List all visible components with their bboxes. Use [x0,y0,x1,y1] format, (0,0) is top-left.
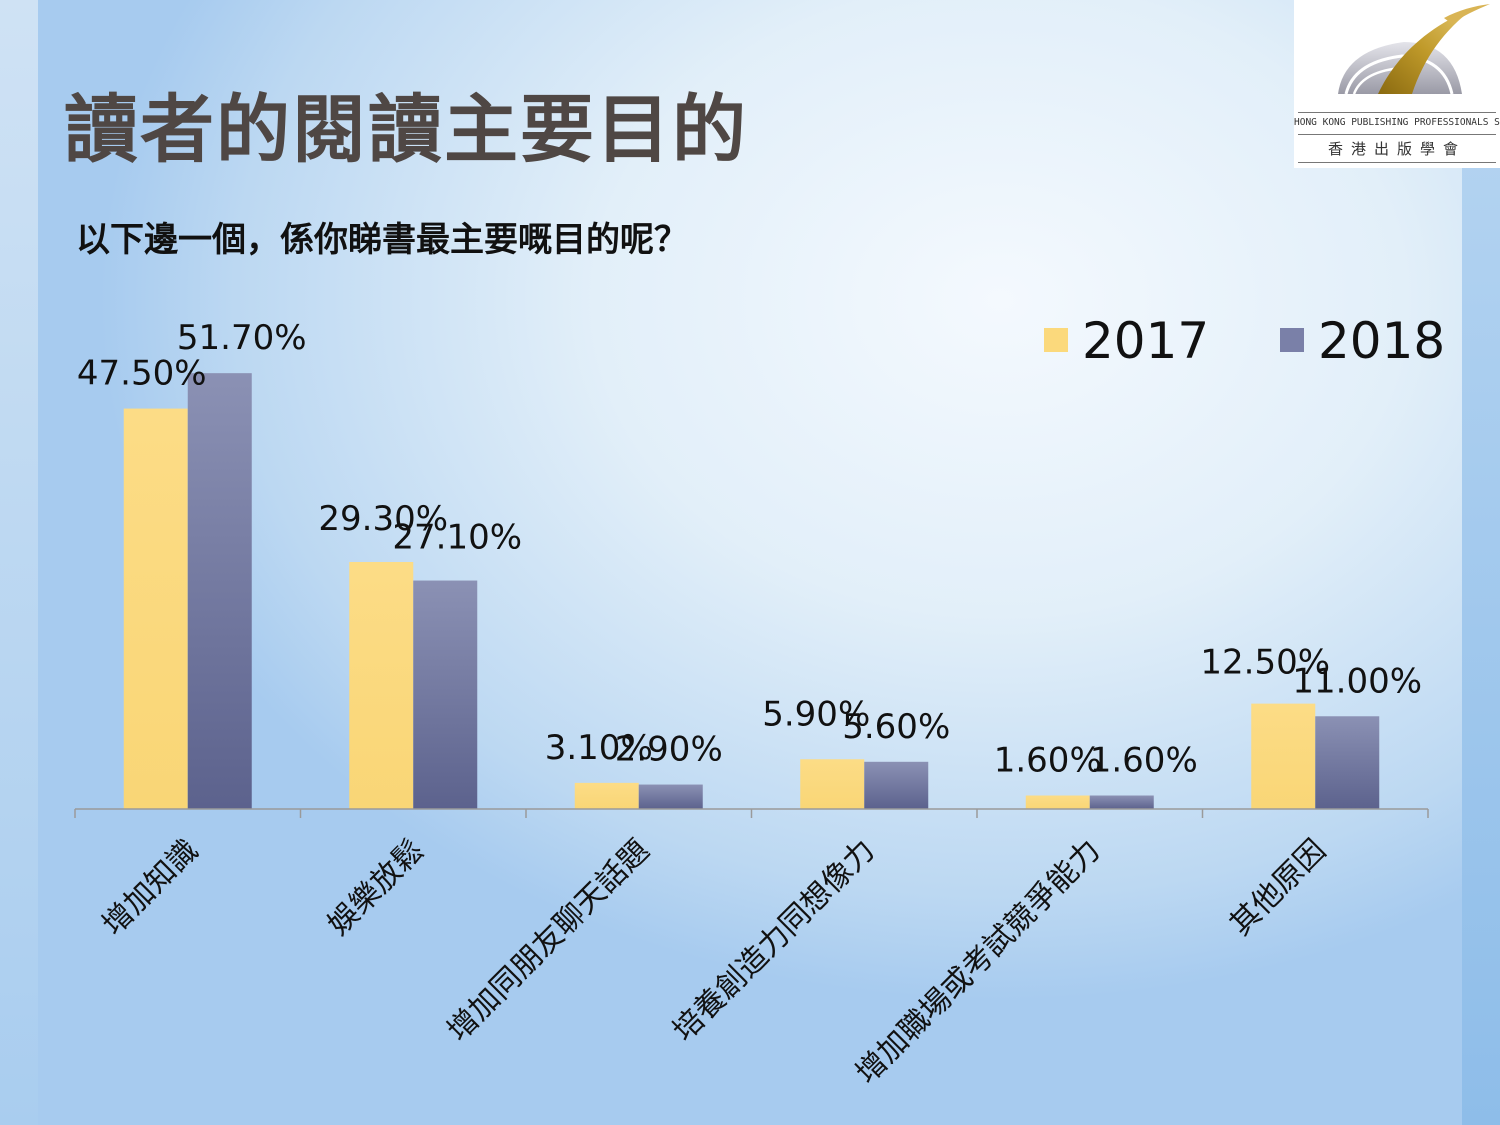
page-title: 讀者的閱讀主要目的 [64,87,748,173]
bar-2018-5 [1089,795,1154,809]
data-label-2018-2: 27.10% [392,518,522,558]
logo-rule-bottom [1298,162,1496,163]
logo-rule-middle [1298,134,1496,135]
legend-swatch-2017 [1044,328,1068,352]
category-label-3: 增加同朋友聊天話題 [441,833,657,1049]
category-label-4: 培養創造力同想像力 [666,833,882,1049]
legend-label-2018: 2018 [1318,312,1446,370]
bar-2017-6 [1251,703,1316,809]
logo-english-name: HONG KONG PUBLISHING PROFESSIONALS SOCIE… [1294,117,1500,128]
data-label-2017-3: 3.10% [545,728,653,768]
legend-swatch-2018 [1280,328,1304,352]
bar-2018-6 [1315,716,1380,809]
left-decorative-band [0,0,38,1125]
bar-2017-3 [574,782,639,809]
legend-label-2017: 2017 [1082,312,1210,370]
data-label-2018-1: 51.70% [177,318,307,358]
logo-rule-top [1298,112,1496,113]
bar-2017-5 [1025,795,1090,809]
bar-2017-4 [800,759,865,809]
data-label-2018-5: 1.60% [1090,741,1198,781]
logo-emblem-icon [1338,4,1490,95]
category-label-2: 娛樂放鬆 [321,833,431,943]
data-label-2017-1: 47.50% [77,354,207,394]
hkpps-logo: HONG KONG PUBLISHING PROFESSIONALS SOCIE… [1294,0,1500,168]
category-label-1: 增加知識 [96,833,206,943]
right-decorative-band [1462,0,1500,1125]
data-label-2017-5: 1.60% [994,741,1102,781]
question-subtitle: 以下邊一個，係你睇書最主要嘅目的呢？ [76,220,688,260]
bar-2018-1 [187,373,252,809]
data-label-2017-6: 12.50% [1200,643,1330,683]
data-label-2018-4: 5.60% [842,707,950,747]
bar-2018-2 [413,580,478,809]
bar-2018-4 [864,761,929,809]
category-label-5: 增加職場或考試競爭能力 [849,833,1107,1091]
bar-2017-2 [349,562,414,809]
bar-2018-3 [638,784,703,809]
data-label-2017-2: 29.30% [318,499,448,539]
category-label-6: 其他原因 [1223,833,1333,943]
bar-2017-1 [123,408,188,809]
data-label-2018-6: 11.00% [1292,661,1422,701]
data-label-2017-4: 5.90% [762,694,870,734]
data-label-2018-3: 2.90% [615,730,723,770]
logo-chinese-name: 香港出版學會 [1327,140,1466,158]
